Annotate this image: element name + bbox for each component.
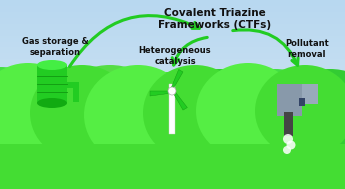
Ellipse shape	[107, 72, 223, 176]
Text: Gas storage &
separation: Gas storage & separation	[22, 37, 88, 57]
Polygon shape	[172, 90, 187, 110]
Bar	[169, 84, 175, 134]
Circle shape	[168, 87, 176, 95]
Bar	[284, 112, 293, 136]
Bar	[302, 84, 318, 104]
Ellipse shape	[255, 65, 345, 157]
Ellipse shape	[50, 65, 170, 173]
Ellipse shape	[217, 69, 333, 169]
Circle shape	[286, 140, 296, 149]
Ellipse shape	[0, 69, 113, 173]
Bar	[0, 144, 345, 189]
Text: Heterogeneous
catalysis: Heterogeneous catalysis	[139, 46, 211, 66]
Bar	[73, 82, 79, 102]
Bar	[67, 82, 77, 88]
Ellipse shape	[160, 69, 280, 173]
Bar	[37, 65, 67, 103]
Ellipse shape	[84, 65, 192, 165]
Ellipse shape	[37, 60, 67, 70]
Ellipse shape	[275, 69, 345, 165]
Ellipse shape	[143, 65, 247, 161]
Ellipse shape	[30, 65, 134, 161]
Ellipse shape	[196, 63, 300, 159]
Text: Covalent Triazine
Frameworks (CTFs): Covalent Triazine Frameworks (CTFs)	[158, 8, 272, 30]
Text: Pollutant
removal: Pollutant removal	[285, 39, 329, 59]
Bar	[0, 134, 345, 189]
Circle shape	[283, 134, 293, 144]
Ellipse shape	[0, 67, 62, 167]
Ellipse shape	[0, 63, 78, 155]
Polygon shape	[170, 69, 183, 91]
Polygon shape	[150, 91, 172, 96]
Ellipse shape	[37, 98, 67, 108]
Bar	[277, 84, 302, 116]
Bar	[299, 98, 305, 106]
Circle shape	[283, 146, 291, 154]
